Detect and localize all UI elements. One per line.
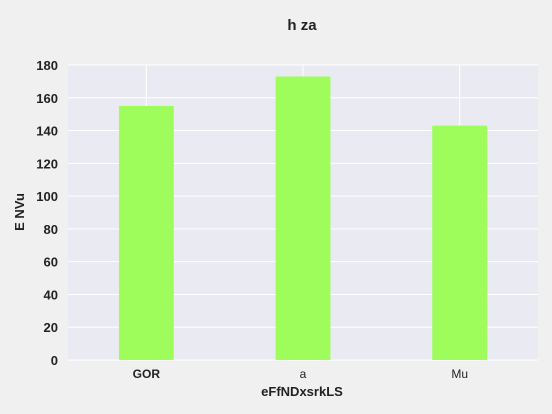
y-tick-label: 80 <box>44 222 58 237</box>
x-tick-label: a <box>300 367 307 381</box>
y-tick-label: 140 <box>36 124 58 139</box>
y-tick-label: 20 <box>44 320 58 335</box>
x-axis-ticks: GOR a Mu <box>133 367 468 381</box>
y-tick-label: 160 <box>36 91 58 106</box>
x-tick-label: Mu <box>451 367 468 381</box>
y-axis-ticks: 0 20 40 60 80 100 120 140 160 180 <box>36 58 58 368</box>
y-tick-label: 180 <box>36 58 58 73</box>
y-tick-label: 60 <box>44 255 58 270</box>
chart-title: h za <box>287 17 317 34</box>
bar-a <box>275 76 331 360</box>
y-tick-label: 0 <box>51 353 58 368</box>
x-tick-label: GOR <box>133 367 161 381</box>
bar-Mu <box>432 125 488 360</box>
x-axis-label: eFfNDxsrkLS <box>261 384 343 399</box>
y-tick-label: 120 <box>36 156 58 171</box>
y-tick-label: 100 <box>36 189 58 204</box>
y-axis-label: E NVu <box>12 193 27 231</box>
bars <box>118 76 488 360</box>
bar-GOR <box>118 105 174 360</box>
y-tick-label: 40 <box>44 287 58 302</box>
